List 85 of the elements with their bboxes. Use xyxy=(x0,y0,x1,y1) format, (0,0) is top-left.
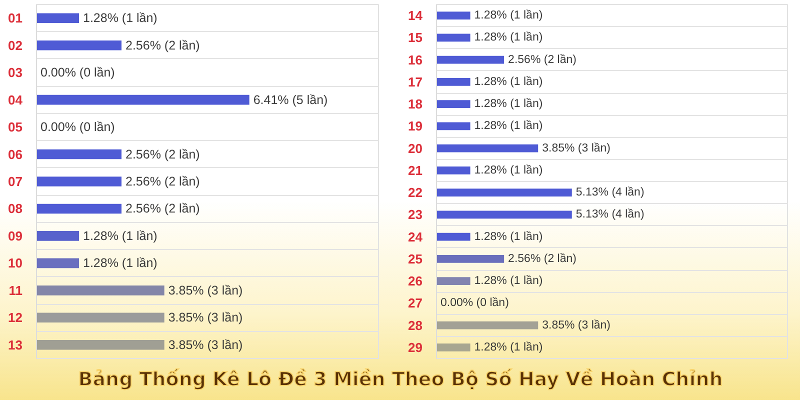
data-label: 0.00% (0 lần) xyxy=(440,297,510,310)
y-tick-label: 10 xyxy=(8,256,23,271)
data-label: 1.28% (1 lần) xyxy=(474,76,543,88)
y-tick-label: 23 xyxy=(408,207,423,222)
y-tick-label: 25 xyxy=(408,251,423,266)
data-label: 3.85% (3 lần) xyxy=(168,310,243,325)
bar xyxy=(36,258,79,268)
y-tick-label: 03 xyxy=(8,65,23,80)
data-label: 1.28% (1 lần) xyxy=(474,120,543,132)
y-tick-label: 15 xyxy=(408,30,423,46)
bar xyxy=(36,40,122,50)
data-label: 1.28% (1 lần) xyxy=(474,164,543,176)
y-tick-label: 19 xyxy=(408,118,423,134)
y-tick-label: 28 xyxy=(408,318,423,333)
bar xyxy=(436,78,470,86)
data-label: 5.13% (4 lần) xyxy=(576,208,644,221)
data-label: 0.00% (0 lần) xyxy=(40,66,115,80)
bar xyxy=(36,94,250,105)
bar xyxy=(36,286,164,296)
y-tick-label: 05 xyxy=(8,120,23,135)
y-tick-label: 18 xyxy=(408,96,423,112)
bar xyxy=(36,149,122,160)
data-label: 1.28% (1 lần) xyxy=(474,10,543,22)
bar xyxy=(436,166,470,174)
y-tick-label: 14 xyxy=(408,8,424,24)
y-tick-label: 13 xyxy=(8,337,23,352)
y-tick-label: 04 xyxy=(8,92,24,108)
data-label: 3.85% (3 lần) xyxy=(168,283,243,298)
y-tick-label: 26 xyxy=(408,274,423,289)
bar xyxy=(436,277,470,286)
data-label: 2.56% (2 lần) xyxy=(126,202,200,216)
y-tick-label: 22 xyxy=(408,185,423,200)
bar xyxy=(36,176,122,186)
bar xyxy=(436,232,470,241)
bar xyxy=(436,254,504,263)
y-tick-label: 07 xyxy=(8,174,23,189)
data-label: 1.28% (1 lần) xyxy=(474,32,543,44)
bar xyxy=(436,210,572,219)
data-label: 2.56% (2 lần) xyxy=(126,147,200,162)
data-label: 2.56% (2 lần) xyxy=(126,38,200,52)
bar xyxy=(436,56,504,64)
data-label: 1.28% (1 lần) xyxy=(83,256,158,270)
bar xyxy=(436,144,538,152)
y-tick-label: 29 xyxy=(408,340,423,355)
bar xyxy=(436,34,470,42)
data-label: 1.28% (1 lần) xyxy=(474,341,543,354)
y-tick-label: 16 xyxy=(408,52,423,68)
y-tick-label: 01 xyxy=(8,10,23,26)
text: Bảng Thống Kê Lô Đề 3 Miền Theo Bộ Số Hay Về Hoàn Chỉnh xyxy=(78,368,723,391)
data-label: 1.28% (1 lần) xyxy=(83,228,158,243)
bar xyxy=(36,231,79,241)
data-label: 5.13% (4 lần) xyxy=(576,186,644,199)
data-label: 2.56% (2 lần) xyxy=(508,54,577,66)
y-tick-label: 17 xyxy=(408,74,423,90)
data-label: 3.85% (3 lần) xyxy=(168,338,243,352)
bar xyxy=(436,188,572,197)
data-label: 1.28% (1 lần) xyxy=(474,98,543,110)
data-label: 2.56% (2 lần) xyxy=(126,174,200,188)
bar xyxy=(436,321,538,330)
data-label: 1.28% (1 lần) xyxy=(83,11,158,26)
data-label: 3.85% (3 lần) xyxy=(542,319,611,332)
bar xyxy=(436,12,470,20)
bar xyxy=(36,340,164,350)
y-tick-label: 21 xyxy=(408,162,423,178)
data-label: 0.00% (0 lần) xyxy=(40,120,115,134)
bar xyxy=(436,343,470,352)
y-tick-label: 02 xyxy=(8,38,23,53)
y-tick-label: 24 xyxy=(408,229,424,244)
data-label: 6.41% (5 lần) xyxy=(253,92,328,107)
y-tick-label: 09 xyxy=(8,228,23,244)
bar xyxy=(36,13,79,24)
bar xyxy=(36,312,164,323)
bar xyxy=(436,100,470,108)
y-tick-label: 20 xyxy=(408,140,423,156)
data-label: 1.28% (1 lần) xyxy=(474,275,543,288)
data-label: 3.85% (3 lần) xyxy=(542,142,611,154)
data-label: 2.56% (2 lần) xyxy=(508,252,577,265)
y-tick-label: 12 xyxy=(8,310,23,326)
data-label: 1.28% (1 lần) xyxy=(474,230,543,243)
y-tick-label: 08 xyxy=(8,201,23,216)
y-tick-label: 06 xyxy=(8,146,23,162)
y-tick-label: 11 xyxy=(8,282,23,298)
bar xyxy=(436,122,470,130)
y-tick-label: 27 xyxy=(408,296,423,311)
bar xyxy=(36,204,122,214)
